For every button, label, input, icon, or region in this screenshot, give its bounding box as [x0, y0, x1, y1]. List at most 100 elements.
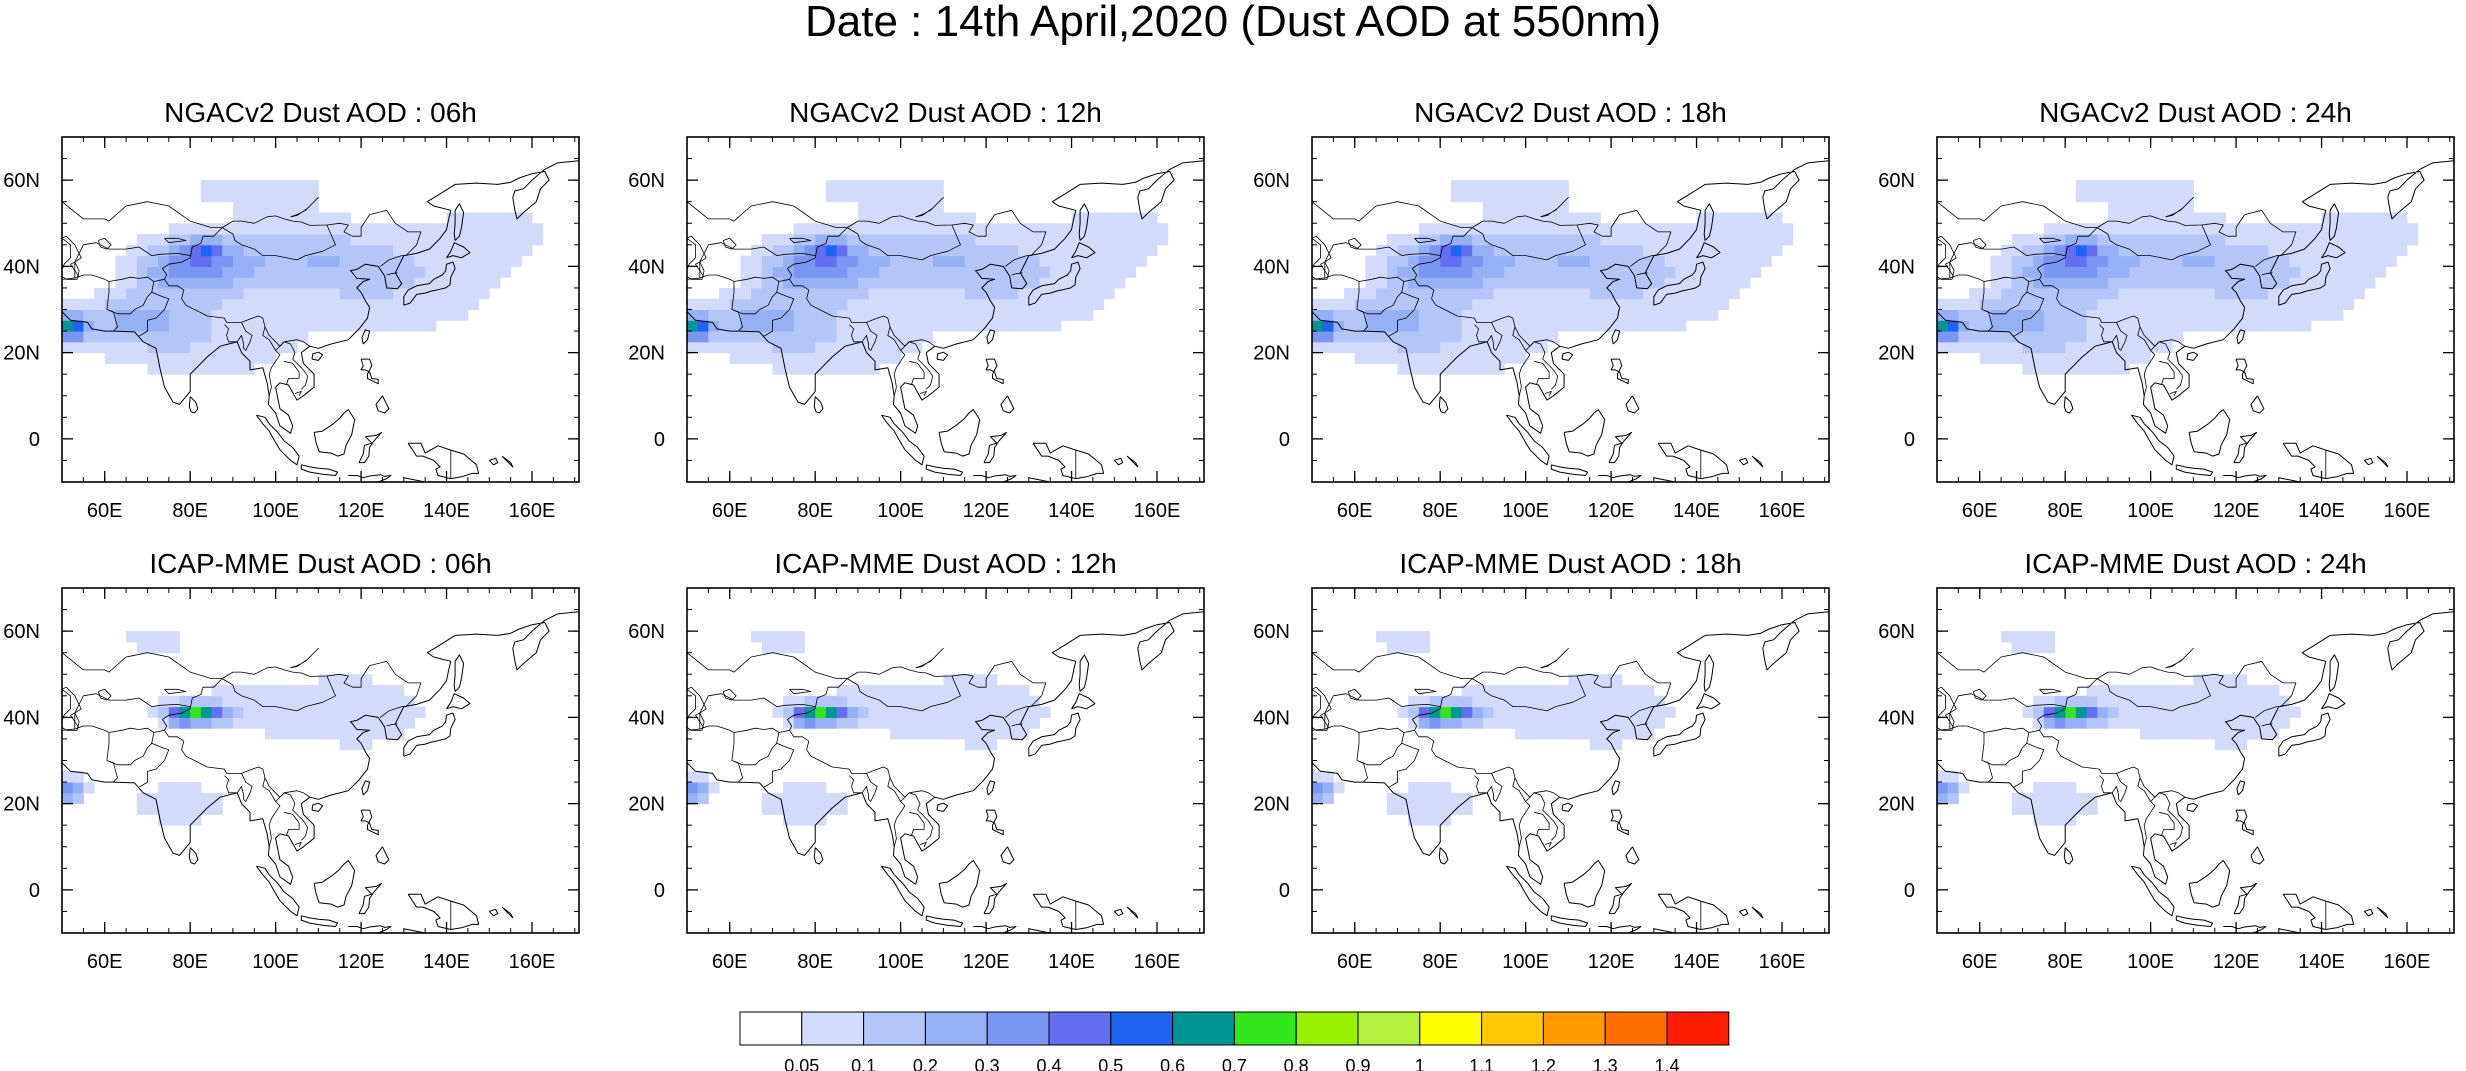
lon-tick-label: 100E [877, 500, 924, 522]
lat-tick-label: 20N [1253, 343, 1290, 365]
colorbar-label: 0.9 [1345, 1056, 1370, 1071]
lon-tick-label: 160E [509, 500, 556, 522]
lat-tick-label: 20N [1878, 794, 1915, 816]
coastlines [1937, 611, 2454, 933]
lon-tick-label: 100E [1502, 951, 1549, 973]
lon-tick-label: 120E [963, 951, 1010, 973]
lon-tick-label: 120E [338, 951, 385, 973]
lon-tick-label: 80E [1422, 951, 1458, 973]
lon-tick-label: 60E [1962, 500, 1998, 522]
lat-tick-label: 20N [3, 794, 40, 816]
colorbar: 0.05 0.1 0.2 0.3 0.4 0.5 0.6 0.7 0.8 0.9 1 1.1 1.2 1.… [739, 1011, 1730, 1071]
lat-tick-label: 0 [654, 880, 665, 902]
lon-tick-label: 100E [877, 951, 924, 973]
colorbar-box [1172, 1011, 1235, 1046]
lon-tick-label: 120E [338, 500, 385, 522]
lon-tick-label: 100E [1502, 500, 1549, 522]
lat-tick-label: 60N [1253, 170, 1290, 192]
panel-title: ICAP-MME Dust AOD : 06h [149, 548, 491, 579]
map-panel: ICAP-MME Dust AOD : 06h 60E 80E 100E 120E 140… [3, 548, 580, 973]
panel-title: ICAP-MME Dust AOD : 24h [2024, 548, 2366, 579]
lon-tick-label: 100E [252, 951, 299, 973]
colorbar-label: 0.2 [913, 1056, 938, 1071]
aod-shading [1937, 180, 2419, 375]
lat-tick-label: 60N [3, 170, 40, 192]
lat-tick-label: 20N [628, 343, 665, 365]
coastlines [62, 160, 579, 482]
lon-tick-label: 160E [2384, 500, 2431, 522]
colorbar-label: 1.3 [1593, 1056, 1618, 1071]
lat-tick-label: 20N [1253, 794, 1290, 816]
aod-shading [62, 180, 544, 375]
colorbar-box [986, 1011, 1050, 1046]
colorbar-label: 0.1 [851, 1056, 876, 1071]
panel-title: NGACv2 Dust AOD : 12h [789, 97, 1102, 128]
lat-tick-label: 20N [1878, 343, 1915, 365]
lon-tick-label: 60E [712, 951, 748, 973]
colorbar-label: 0.4 [1036, 1056, 1061, 1071]
colorbar-label: 1.4 [1654, 1056, 1679, 1071]
coastlines [687, 611, 1204, 933]
lat-tick-label: 0 [29, 429, 40, 451]
lon-tick-label: 100E [2127, 951, 2174, 973]
colorbar-box [924, 1011, 988, 1046]
colorbar-label: 0.5 [1098, 1056, 1123, 1071]
map-panel: NGACv2 Dust AOD : 24h 60E 80E 100E 120E 140E 1… [1878, 97, 2455, 522]
map-panel: ICAP-MME Dust AOD : 18h 60E 80E 100E 120E 140… [1253, 548, 1830, 973]
aod-shading [62, 631, 426, 826]
lat-tick-label: 0 [1279, 429, 1290, 451]
lon-tick-label: 100E [2127, 500, 2174, 522]
main-title: Date : 14th April,2020 (Dust AOD at 550n… [804, 0, 1661, 46]
colorbar-label: 1 [1415, 1056, 1425, 1071]
lat-tick-label: 60N [628, 621, 665, 643]
colorbar-label: 0.6 [1160, 1056, 1185, 1071]
lon-tick-label: 160E [509, 951, 556, 973]
lon-tick-label: 80E [172, 951, 208, 973]
panel-title: ICAP-MME Dust AOD : 12h [774, 548, 1116, 579]
colorbar-box [1233, 1011, 1297, 1046]
lon-tick-label: 80E [172, 500, 208, 522]
lon-tick-label: 140E [1048, 951, 1095, 973]
colorbar-box [1666, 1011, 1730, 1046]
lat-tick-label: 60N [628, 170, 665, 192]
colorbar-box [801, 1011, 865, 1046]
lat-tick-label: 60N [3, 621, 40, 643]
lon-tick-label: 60E [1337, 951, 1373, 973]
lon-tick-label: 80E [797, 500, 833, 522]
colorbar-label: 1.2 [1531, 1056, 1556, 1071]
lon-tick-label: 120E [963, 500, 1010, 522]
colorbar-box [739, 1011, 803, 1046]
aod-shading [687, 180, 1169, 375]
lon-tick-label: 60E [1337, 500, 1373, 522]
lat-tick-label: 40N [628, 256, 665, 278]
panel-title: ICAP-MME Dust AOD : 18h [1399, 548, 1741, 579]
lon-tick-label: 120E [1588, 951, 1635, 973]
lon-tick-label: 140E [423, 500, 470, 522]
colorbar-label: 0.7 [1222, 1056, 1247, 1071]
lon-tick-label: 140E [2298, 951, 2345, 973]
lat-tick-label: 60N [1878, 621, 1915, 643]
lon-tick-label: 140E [1673, 500, 1720, 522]
lat-tick-label: 0 [654, 429, 665, 451]
lat-tick-label: 0 [1904, 429, 1915, 451]
lon-tick-label: 80E [1422, 500, 1458, 522]
coastlines [1937, 160, 2454, 482]
colorbar-label: 0.3 [975, 1056, 1000, 1071]
map-panel: NGACv2 Dust AOD : 06h 60E 80E 100E 120E 140E 1… [3, 97, 580, 522]
lon-tick-label: 60E [712, 500, 748, 522]
map-panel: NGACv2 Dust AOD : 18h 60E 80E 100E 120E 140E 1… [1253, 97, 1830, 522]
colorbar-label: 0.8 [1284, 1056, 1309, 1071]
colorbar-box [1110, 1011, 1174, 1046]
colorbar-box [863, 1011, 926, 1046]
coastlines [1312, 160, 1829, 482]
aod-shading [1312, 631, 1676, 826]
colorbar-label: 1.1 [1469, 1056, 1494, 1071]
lat-tick-label: 40N [1253, 256, 1290, 278]
lon-tick-label: 160E [1759, 951, 1806, 973]
aod-shading [687, 631, 1051, 826]
map-panel: ICAP-MME Dust AOD : 12h 60E 80E 100E 120E 140… [628, 548, 1205, 973]
map-panel: NGACv2 Dust AOD : 12h 60E 80E 100E 120E 140E 1… [628, 97, 1205, 522]
lat-tick-label: 20N [628, 794, 665, 816]
colorbar-box [1604, 1011, 1668, 1046]
lat-tick-label: 40N [1878, 707, 1915, 729]
